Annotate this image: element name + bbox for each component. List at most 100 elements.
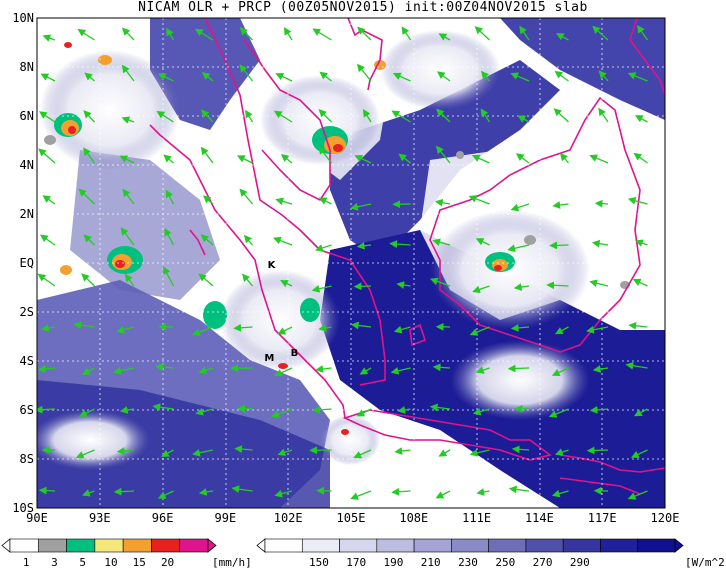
wind-arrow — [476, 488, 490, 496]
wind-vectors — [37, 25, 649, 500]
wind-arrow — [200, 109, 214, 123]
wind-arrow — [119, 406, 135, 414]
colorbar-swatch — [122, 538, 152, 553]
wind-arrow — [472, 285, 490, 294]
wind-arrow — [311, 285, 332, 293]
colorbar-label: 1 — [23, 556, 30, 569]
map-title: NICAM OLR + PRCP (00Z05NOV2015) init:00Z… — [138, 0, 588, 15]
y-tick-label: 10N — [12, 11, 34, 25]
wind-arrow — [192, 448, 214, 457]
colorbar-label: 10 — [104, 556, 117, 569]
wind-arrow — [38, 148, 56, 164]
wind-arrow — [198, 366, 214, 375]
wind-arrow — [40, 73, 56, 82]
wind-arrow — [394, 447, 411, 455]
wind-arrow — [552, 201, 569, 209]
wind-arrow — [245, 109, 254, 123]
wind-arrow — [546, 281, 569, 290]
wind-arrow — [356, 408, 372, 417]
wind-arrow — [591, 239, 609, 248]
wind-arrow — [353, 449, 372, 459]
wind-arrow — [393, 325, 411, 334]
x-tick-label: 120E — [651, 511, 680, 525]
wind-arrow — [435, 145, 451, 164]
wind-arrow — [517, 115, 530, 123]
wind-arrow — [401, 26, 412, 41]
wind-arrow — [198, 488, 214, 496]
wind-arrow — [592, 25, 609, 41]
wind-arrow — [435, 490, 451, 499]
wind-arrow — [513, 283, 530, 291]
wind-arrow — [357, 26, 372, 41]
wind-arrow — [82, 489, 95, 497]
wind-arrow — [630, 449, 648, 458]
wind-arrow — [632, 278, 648, 287]
wind-arrow — [436, 71, 451, 82]
wind-arrow — [627, 490, 648, 500]
wind-arrow — [157, 73, 174, 82]
wind-arrow — [434, 198, 451, 207]
y-tick-label: 2S — [20, 305, 34, 319]
wind-arrow — [589, 279, 609, 288]
wind-arrow — [586, 325, 609, 334]
wind-arrow — [81, 367, 95, 375]
wind-arrow — [120, 227, 135, 246]
x-tick-label: 96E — [152, 511, 174, 525]
wind-arrow — [200, 234, 214, 246]
wind-arrow — [318, 146, 333, 164]
wind-arrow — [554, 448, 569, 456]
wind-arrow — [166, 27, 175, 41]
wind-arrow — [275, 197, 293, 206]
wind-arrow — [312, 28, 332, 41]
x-axis-ticks: 90E 93E 96E 99E 102E 105E 108E 111E 114E 117E 120E — [26, 511, 679, 525]
wind-arrow — [119, 155, 135, 164]
y-tick-label: 8N — [20, 60, 34, 74]
wind-arrow — [192, 326, 214, 336]
wind-arrow — [234, 445, 253, 453]
wind-arrow — [318, 324, 332, 332]
wind-arrow — [83, 110, 95, 123]
colorbar-swatch — [488, 538, 527, 553]
x-tick-label: 105E — [337, 511, 366, 525]
wind-arrow — [627, 196, 648, 205]
wind-arrow — [201, 72, 214, 82]
wind-arrow — [83, 147, 96, 164]
wind-arrow — [508, 485, 530, 494]
marker-K: K — [268, 260, 277, 271]
wind-arrow — [589, 406, 609, 414]
wind-arrow — [474, 26, 490, 41]
wind-arrow — [78, 188, 95, 205]
wind-arrow — [40, 234, 56, 246]
wind-arrow — [239, 27, 253, 41]
wind-arrow — [163, 154, 174, 164]
wind-arrow — [163, 266, 175, 287]
colorbar-label: 3 — [51, 556, 58, 569]
wind-arrow — [625, 361, 648, 370]
wind-arrow — [510, 203, 530, 212]
y-tick-label: EQ — [20, 256, 34, 270]
wind-arrow — [554, 70, 569, 82]
wind-arrow — [594, 199, 609, 208]
colorbar-swatch — [525, 538, 564, 553]
wind-arrow — [515, 153, 530, 164]
wind-arrow — [633, 152, 648, 164]
y-tick-label: 10S — [12, 501, 34, 515]
colorbar-label: 250 — [495, 556, 515, 569]
marker-B: B — [291, 348, 299, 359]
wind-arrow — [628, 321, 648, 330]
wind-arrow — [472, 407, 490, 416]
wind-arrow — [396, 281, 411, 289]
colorbar-swatch — [37, 538, 67, 553]
wind-arrow — [75, 449, 95, 459]
wind-arrow — [553, 108, 569, 123]
colorbar-swatch — [151, 538, 181, 553]
wind-arrow — [77, 28, 95, 41]
wind-arrow — [198, 273, 214, 287]
wind-arrow — [592, 365, 609, 373]
colorbar-label: 170 — [346, 556, 366, 569]
wind-arrow — [627, 72, 648, 82]
wind-arrow — [42, 195, 56, 205]
wind-arrow — [124, 273, 135, 287]
wind-arrow — [354, 155, 372, 164]
y-tick-label: 4N — [20, 158, 34, 172]
